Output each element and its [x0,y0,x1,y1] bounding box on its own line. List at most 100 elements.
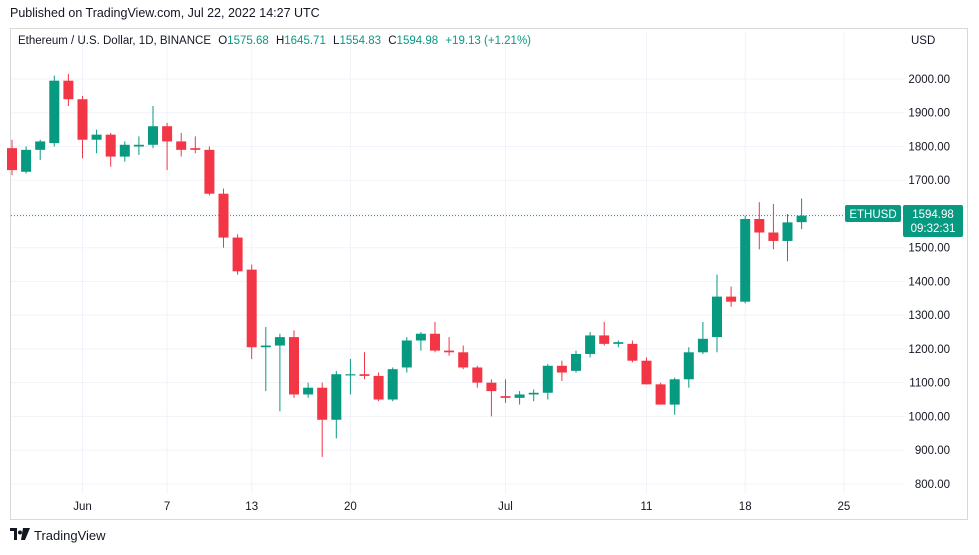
candle-body [486,382,497,392]
candle-body [21,149,32,172]
candle [768,203,779,250]
tradingview-brand-label: TradingView [34,528,106,543]
y-tick-label: 1700.00 [908,175,950,187]
y-tick-label: 1200.00 [908,344,950,356]
candle [472,365,483,388]
candle [401,337,412,373]
candle [669,377,680,415]
candle [91,129,102,154]
x-tick-label: 13 [245,501,258,513]
candle [486,379,497,417]
candle-body [401,340,412,368]
y-tick-label: 1800.00 [908,141,950,153]
candle-body [627,343,638,361]
candle-body [105,134,116,157]
candle-body [162,126,173,142]
last-price-tag-bg [903,205,963,237]
y-tick-label: 1100.00 [909,378,950,390]
candle-body [133,144,144,147]
symbol-tag-bg [845,205,901,222]
candle-body [35,141,46,150]
candle-body [500,396,511,398]
candle-body [260,345,271,348]
candle [274,333,285,412]
candle [148,105,158,149]
candle [726,286,737,307]
candle-body [669,379,680,405]
candle-body [585,335,596,354]
legend-high-label: H [275,35,285,47]
y-tick-label: 1500.00 [908,243,950,255]
candle [458,345,469,370]
candle-body [514,394,525,398]
candle [77,95,88,159]
candle [246,264,257,360]
x-tick-label: Jul [498,501,513,513]
legend-close-value: 1594.98 [396,35,439,47]
candle-body [683,352,694,380]
candle-body [119,144,130,157]
candle [359,352,370,380]
candle-body [444,350,455,353]
candle [289,330,299,398]
candle-body [726,296,737,302]
candle-body [528,392,539,395]
published-note: Published on TradingView.com, Jul 22, 20… [10,6,320,20]
candle [655,382,666,405]
candle [542,364,553,400]
candle-body [303,387,314,395]
legend-open-value: 1575.68 [227,35,269,47]
candle-body [599,335,610,344]
candle [627,340,638,363]
candles [7,73,807,457]
footer-brand[interactable]: TradingView [10,528,106,543]
candle-body [218,193,229,238]
candle [556,360,567,381]
candle [303,382,314,398]
candle-body [415,333,426,341]
candle [373,372,384,402]
candle-body [796,215,807,223]
candle-body [472,367,483,383]
tradingview-logo-icon [10,528,30,543]
legend-open-label: O [218,35,228,47]
y-tick-label: 1000.00 [908,411,950,423]
candle [697,321,708,354]
candle-body [542,365,553,393]
last-price-label: 1594.98 [912,209,954,221]
candle [232,234,243,275]
candle-body [49,80,60,144]
candle [21,146,32,174]
candle [528,389,539,402]
y-tick-label: 2000.00 [908,74,950,86]
y-tick-label: 1300.00 [908,310,950,322]
candle-body [77,99,88,140]
legend-low-label: L [333,35,340,47]
candle [514,391,525,405]
time-axis[interactable]: Jun 7 13 20 Jul 11 18 25 [73,501,850,513]
candle [613,340,624,348]
candle-body [317,387,328,420]
x-tick-label: 20 [344,501,357,513]
candle [162,122,173,171]
y-tick-label: 800.00 [915,479,950,491]
candle-body [63,80,74,100]
y-tick-label: 1400.00 [908,276,950,288]
x-tick-label: 18 [739,501,752,513]
candle [260,326,271,392]
legend-low-value: 1554.83 [339,35,382,47]
candle-body [697,338,708,353]
price-axis[interactable]: 800.00 900.00 1000.00 1100.00 1200.00 1300.00… [908,74,950,491]
currency-label[interactable]: USD [911,35,936,47]
candle-body [274,337,285,346]
candle [571,350,581,373]
candle-body [556,365,567,373]
y-tick-label: 1900.00 [908,108,950,120]
candle [500,379,511,403]
candle-body [641,360,652,385]
y-tick-label: 900.00 [915,445,950,457]
candle [782,213,793,262]
candle-body [7,148,17,171]
candle-body [768,232,779,241]
